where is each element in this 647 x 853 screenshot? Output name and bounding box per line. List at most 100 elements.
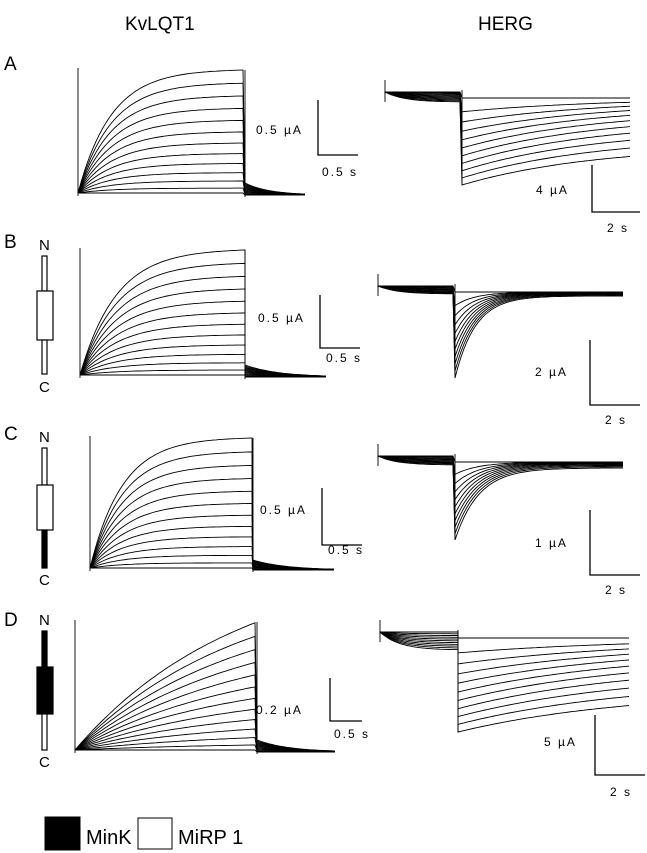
kvlqt1-trace <box>79 249 327 377</box>
construct-c: N C <box>36 429 54 589</box>
herg-trace <box>384 91 631 149</box>
kvlqt1-trace <box>89 546 334 571</box>
herg-trace <box>377 455 623 516</box>
current-scale-label: 0.5 µA <box>256 123 303 137</box>
current-scale-label: 0.5 µA <box>258 311 305 325</box>
construct-b: N C <box>36 237 54 396</box>
current-scale-label: 4 µA <box>536 183 569 197</box>
panel-letter-b: B <box>4 232 17 253</box>
current-scale-label: 5 µA <box>544 735 577 749</box>
herg-trace <box>377 285 623 357</box>
n-terminus-label: N <box>39 429 50 446</box>
herg-trace <box>377 455 623 501</box>
core-segment <box>36 290 54 341</box>
legend: MinK MiRP 1 <box>44 816 243 851</box>
scale-bar-kvlqt1-d <box>329 678 362 722</box>
c-terminus-label: C <box>39 379 50 396</box>
n-segment <box>41 630 48 668</box>
time-scale-label: 0.5 s <box>334 727 370 741</box>
kvlqt1-trace <box>77 69 306 195</box>
herg-trace <box>377 285 623 365</box>
kvlqt1-trace <box>77 180 305 196</box>
scale-bar-kvlqt1-c <box>321 488 362 546</box>
scale-bar-herg-c <box>589 510 640 576</box>
time-scale-label: 2 s <box>610 785 632 799</box>
kvlqt1-trace <box>77 119 305 195</box>
current-scale-label: 1 µA <box>535 536 568 550</box>
legend-label-mink: MinK <box>86 827 132 849</box>
kvlqt1-trace <box>89 514 335 571</box>
herg-trace <box>379 631 630 665</box>
herg-trace <box>377 455 623 534</box>
herg-trace <box>377 455 623 541</box>
construct-d: N C <box>36 612 54 771</box>
herg-trace <box>379 631 630 733</box>
herg-trace <box>384 91 631 179</box>
herg-trace <box>384 91 631 172</box>
kvlqt1-trace <box>77 142 306 195</box>
current-traces <box>74 68 631 754</box>
herg-trace <box>379 631 630 710</box>
time-scale-label: 0.5 s <box>326 351 362 365</box>
current-scale-label: 0.5 µA <box>260 503 307 517</box>
current-scale-label: 2 µA <box>535 365 568 379</box>
n-terminus-label: N <box>39 237 50 254</box>
herg-trace <box>379 631 630 684</box>
herg-trace <box>379 631 630 725</box>
c-segment <box>41 339 48 375</box>
panel-letter-d: D <box>4 610 18 631</box>
scale-bar-herg-d <box>594 715 645 776</box>
legend-swatch-mink <box>44 816 81 851</box>
n-segment <box>41 255 48 292</box>
kvlqt1-trace <box>79 353 326 378</box>
herg-trace <box>377 455 623 521</box>
c-segment <box>41 713 48 751</box>
kvlqt1-trace <box>74 648 336 752</box>
n-terminus-label: N <box>39 612 50 629</box>
herg-trace <box>377 285 623 342</box>
current-scale-label: 0.2 µA <box>256 703 303 717</box>
panel-letter-a: A <box>4 54 17 75</box>
core-segment <box>36 666 54 715</box>
herg-trace <box>377 455 623 509</box>
herg-trace <box>384 91 631 186</box>
legend-label-mirp1: MiRP 1 <box>178 827 243 849</box>
kvlqt1-trace <box>74 719 336 753</box>
herg-trace <box>379 631 630 718</box>
herg-trace <box>384 91 631 113</box>
herg-trace <box>379 631 629 639</box>
herg-trace <box>379 631 630 693</box>
time-scale-label: 2 s <box>605 583 627 597</box>
c-terminus-label: C <box>39 754 50 771</box>
herg-trace <box>379 631 630 675</box>
herg-trace <box>379 631 630 702</box>
herg-trace <box>384 91 631 123</box>
scale-bar-herg-b <box>589 340 640 406</box>
kvlqt1-trace <box>89 437 335 570</box>
herg-trace <box>384 91 631 141</box>
panel-letter-c: C <box>4 424 18 445</box>
kvlqt1-trace <box>79 323 327 377</box>
scale-bars <box>317 100 645 776</box>
c-segment <box>41 529 48 569</box>
scale-bar-kvlqt1-b <box>319 295 360 349</box>
column-title-herg: HERG <box>478 14 533 35</box>
time-scale-label: 2 s <box>605 413 627 427</box>
herg-trace <box>377 455 623 528</box>
scale-bar-kvlqt1-a <box>317 100 358 156</box>
column-title-kvlqt1: KvLQT1 <box>125 14 195 35</box>
time-scale-label: 0.5 s <box>328 543 364 557</box>
time-scale-label: 0.5 s <box>322 165 358 179</box>
herg-trace <box>384 91 630 99</box>
herg-trace <box>377 285 623 379</box>
herg-trace <box>384 91 631 132</box>
herg-trace <box>384 91 631 164</box>
herg-trace <box>377 285 623 350</box>
kvlqt1-trace <box>74 686 336 752</box>
herg-trace <box>384 91 631 157</box>
herg-trace <box>377 285 623 372</box>
n-segment <box>41 447 48 486</box>
c-terminus-label: C <box>39 572 50 589</box>
